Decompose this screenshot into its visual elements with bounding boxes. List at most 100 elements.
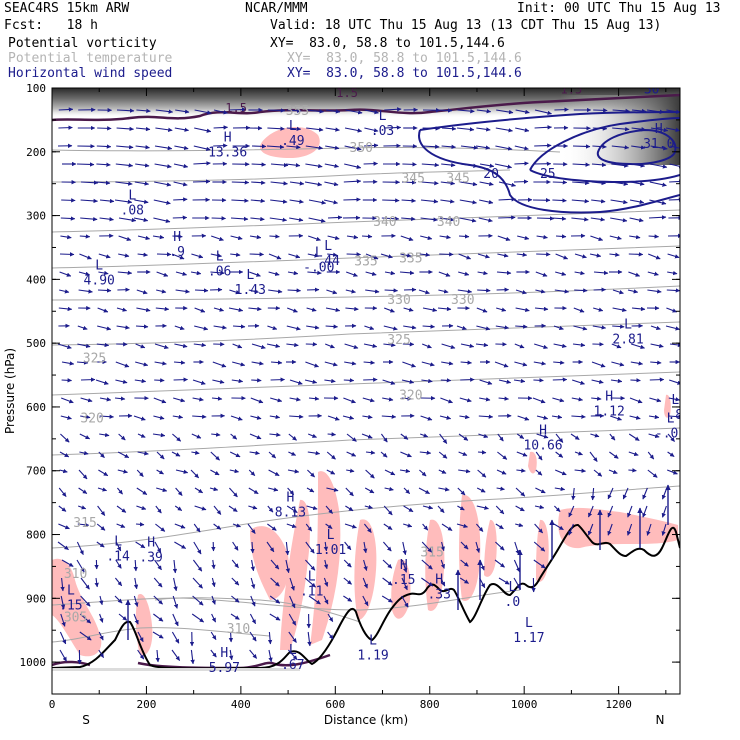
- wind-vector: [97, 307, 109, 313]
- wind-vector: [209, 486, 219, 492]
- wind-vector: [515, 505, 525, 512]
- wind-vector: [324, 378, 336, 384]
- wind-vector: [268, 271, 280, 276]
- wind-vector: [287, 270, 299, 276]
- wind-vector: [326, 451, 336, 460]
- wind-vector: [380, 451, 388, 458]
- theta-label: 350: [350, 141, 373, 156]
- wind-vector: [59, 468, 68, 474]
- wind-vector: [267, 505, 274, 513]
- extremum-type: L: [67, 584, 75, 599]
- wind-vector: [477, 469, 487, 478]
- wind-vector: [211, 613, 217, 623]
- wind-vector: [495, 127, 513, 133]
- wind-vector: [174, 523, 186, 529]
- wind-vector: [345, 289, 356, 294]
- wind-vector: [384, 107, 402, 112]
- wind-vector: [327, 252, 338, 257]
- wind-vector: [496, 307, 507, 312]
- wind-vector: [305, 541, 315, 554]
- wind-vector: [323, 541, 329, 552]
- wind-vector: [629, 397, 643, 404]
- wind-vector: [627, 289, 639, 294]
- wind-vector: [666, 288, 680, 293]
- wind-vector: [497, 235, 511, 241]
- wind-vector: [345, 306, 359, 312]
- wind-vector: [155, 109, 174, 114]
- wind-vector: [419, 469, 427, 477]
- wind-vector: [478, 217, 493, 223]
- wind-vector: [421, 343, 432, 349]
- wind-vector: [210, 469, 220, 476]
- wind-vector: [114, 577, 123, 587]
- wind-vector: [572, 180, 590, 186]
- wind-vector: [191, 450, 200, 455]
- wind-vector: [250, 595, 256, 607]
- wind-vector: [270, 559, 280, 570]
- wind-vector: [648, 234, 659, 239]
- wind-vector: [58, 306, 73, 312]
- wind-vector: [289, 217, 304, 222]
- wind-vector: [194, 325, 209, 331]
- wind-vector: [250, 577, 256, 589]
- wind-vector: [399, 468, 411, 474]
- wind-vector: [193, 541, 202, 555]
- wind-vector: [135, 522, 145, 527]
- wind-vector: [628, 433, 640, 441]
- wind-vector: [650, 163, 668, 169]
- wind-vector: [192, 559, 203, 572]
- wind-vector: [193, 161, 211, 166]
- wind-vector: [477, 450, 487, 455]
- wind-vector: [267, 325, 278, 331]
- wind-vector: [555, 451, 564, 458]
- wind-vector: [589, 451, 598, 462]
- wind-vector: [154, 361, 167, 366]
- wind-vector: [441, 126, 457, 131]
- wind-vector: [304, 577, 316, 588]
- wind-vector: [136, 487, 148, 495]
- wind-vector: [574, 288, 588, 293]
- wind-vector: [231, 378, 244, 384]
- wind-vector: [401, 198, 416, 203]
- wind-vector: [535, 271, 548, 277]
- wind-vector: [343, 378, 355, 383]
- pv-label: 1.5: [225, 101, 247, 115]
- extremum-type: L: [327, 528, 335, 543]
- wind-vector: [175, 469, 189, 474]
- wind-vector: [156, 289, 167, 294]
- wind-speed-contour-labels: 20 25 30: [483, 88, 659, 182]
- wind-vector: [153, 613, 164, 622]
- wind-vector: [96, 541, 105, 548]
- wind-vector: [571, 487, 576, 501]
- wind-vector: [154, 378, 165, 383]
- valid-time: Valid: 18 UTC Thu 15 Aug 13 (13 CDT Thu …: [270, 18, 662, 33]
- wind-vector: [403, 307, 414, 312]
- extremum-value: 1.43: [235, 283, 266, 298]
- stratosphere-shading-corner: [560, 95, 680, 165]
- wind-vector: [98, 451, 105, 459]
- wind-vector: [515, 289, 527, 295]
- wind-vector: [477, 288, 491, 293]
- wind-vector: [133, 613, 139, 625]
- wind-vector: [650, 325, 661, 331]
- wind-vector: [363, 559, 368, 571]
- wind-vector: [308, 217, 326, 223]
- wind-vector: [79, 253, 92, 260]
- wind-vector: [364, 487, 375, 494]
- wind-vector: [365, 253, 379, 260]
- wind-vector: [152, 234, 165, 240]
- wind-vector: [288, 451, 296, 456]
- wind-vector: [441, 162, 456, 168]
- wind-vector: [268, 649, 273, 663]
- wind-vector: [153, 595, 163, 605]
- wind-vector: [384, 486, 394, 492]
- wind-vector: [174, 505, 183, 512]
- theta-label: 310: [227, 622, 250, 637]
- wind-vector: [308, 235, 321, 241]
- extremum-value: .11: [300, 585, 323, 600]
- wind-vector: [308, 396, 320, 401]
- wind-vector: [495, 541, 505, 551]
- wind-vector: [153, 577, 163, 588]
- wind-vector: [458, 451, 468, 456]
- wind-vector: [460, 559, 469, 567]
